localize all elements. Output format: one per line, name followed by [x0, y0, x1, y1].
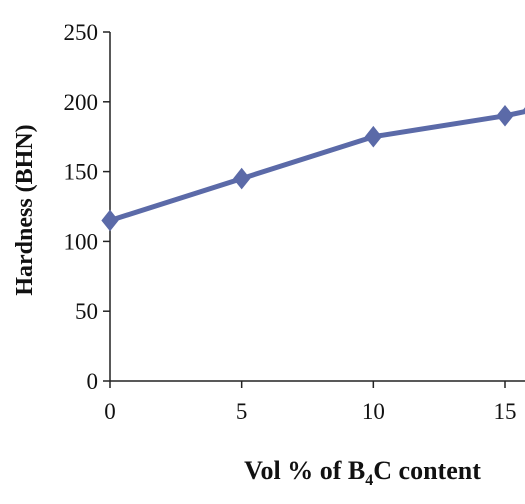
- x-axis-label: Vol % of B4C content: [200, 456, 525, 490]
- tick-labels: 0 50 100 150 200 250 0 5 10 15: [64, 20, 517, 424]
- y-tick-label: 0: [87, 369, 99, 394]
- x-tick-label: 5: [236, 399, 248, 424]
- axes: [103, 31, 525, 388]
- x-tick-label: 15: [494, 399, 517, 424]
- data-point-marker: [496, 104, 514, 127]
- y-tick-label: 100: [64, 229, 99, 254]
- data-point-marker: [101, 209, 119, 232]
- data-point-marker: [233, 167, 251, 190]
- y-axis-label: Hardness (BHN): [12, 124, 38, 295]
- series-line: [107, 108, 525, 223]
- y-tick-label: 50: [75, 299, 98, 324]
- x-axis-label-subscript: 4: [365, 472, 374, 489]
- x-tick-label: 10: [362, 399, 385, 424]
- y-axis-label-group: Hardness (BHN): [12, 124, 38, 295]
- series-layer: [101, 104, 525, 232]
- x-axis-label-part2: C content: [373, 456, 481, 485]
- data-point-marker: [364, 125, 382, 148]
- x-axis-label-part1: Vol % of B: [244, 456, 366, 485]
- y-tick-label: 150: [64, 160, 99, 185]
- y-tick-label: 250: [64, 20, 99, 45]
- y-tick-label: 200: [64, 90, 99, 115]
- x-tick-label: 0: [104, 399, 116, 424]
